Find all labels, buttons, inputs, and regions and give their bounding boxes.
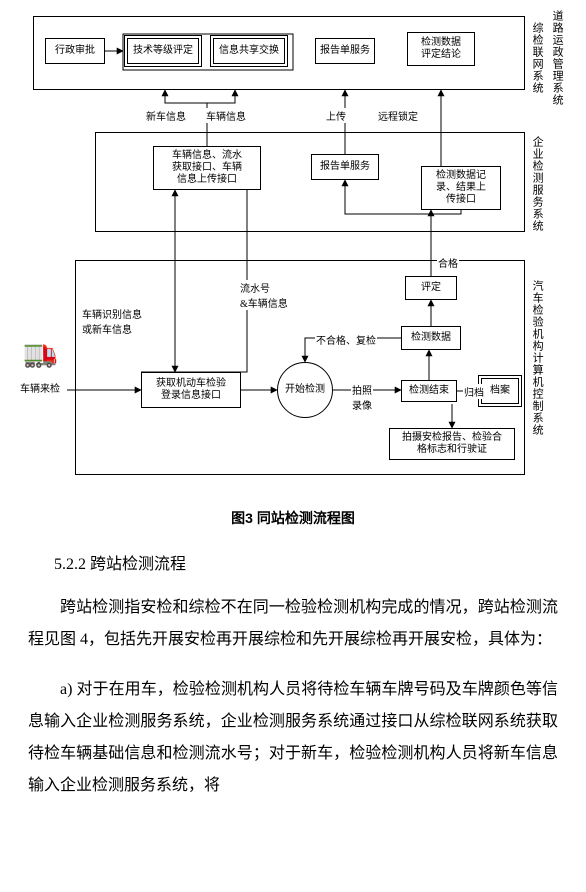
node-photo_rep: 拍摄安检报告、检验合格标志和行驶证 — [389, 428, 515, 460]
paragraph-1: 跨站检测指安检和综检不在同一检验检测机构完成的情况，跨站检测流程见图 4，包括先… — [28, 592, 558, 656]
zone-top-side-label: 道路运政管理系统 — [551, 10, 563, 106]
edge-2 — [207, 90, 235, 103]
label-flow_no: 流水号&车辆信息 — [239, 280, 289, 310]
label-veh_come: 车辆来检 — [19, 380, 61, 395]
node-det_rec: 检测数据记录、结果上传接口 — [421, 166, 501, 210]
truck-icon: 🚛 — [23, 340, 58, 368]
zone-top-label: 综检联网系统 — [531, 22, 543, 94]
node-report_svc2: 报告单服务 — [311, 154, 379, 180]
edgelabel-archive_e: 归档 — [463, 384, 485, 399]
edgelabel-new_veh: 新车信息 — [145, 108, 187, 123]
node-det_data_conc: 检测数据评定结论 — [407, 32, 475, 66]
node-evaluate: 评定 — [405, 276, 457, 300]
node-archive: 档案 — [481, 378, 519, 404]
zone-bottom-label: 汽车检验机构计算机控制系统 — [531, 280, 543, 436]
edgelabel-photo: 拍照录像 — [351, 382, 373, 412]
flowchart: 综检联网系统 道路运政管理系统 企业检测服务系统 汽车检验机构计算机控制系统 行… — [15, 10, 571, 490]
zone-middle-label: 企业检测服务系统 — [531, 136, 543, 232]
node-det_data: 检测数据 — [401, 326, 461, 350]
edgelabel-fail: 不合格、复检 — [315, 332, 377, 347]
label-veh_id_info: 车辆识别信息或新车信息 — [81, 306, 143, 336]
node-info_share: 信息共享交换 — [213, 38, 285, 64]
node-veh_info: 车辆信息、流水获取接口、车辆信息上传接口 — [153, 146, 261, 190]
node-start_det: 开始检测 — [277, 362, 333, 418]
figure-caption: 图3 同站检测流程图 — [0, 508, 586, 528]
section-number: 5.2.2 跨站检测流程 — [54, 550, 586, 574]
node-admin: 行政审批 — [45, 38, 105, 64]
edgelabel-upload: 上传 — [325, 108, 347, 123]
edgelabel-remote: 远程锁定 — [377, 108, 419, 123]
node-tech_grade: 技术等级评定 — [127, 38, 199, 64]
edgelabel-veh_info2: 车辆信息 — [205, 108, 247, 123]
edgelabel-pass: 合格 — [437, 255, 459, 270]
paragraph-2: a) 对于在用车，检验检测机构人员将待检车辆车牌号码及车牌颜色等信息输入企业检测… — [28, 674, 558, 802]
node-det_end: 检测结束 — [401, 380, 457, 402]
node-login_if: 获取机动车检验登录信息接口 — [141, 372, 241, 408]
node-report_svc1: 报告单服务 — [315, 38, 375, 64]
